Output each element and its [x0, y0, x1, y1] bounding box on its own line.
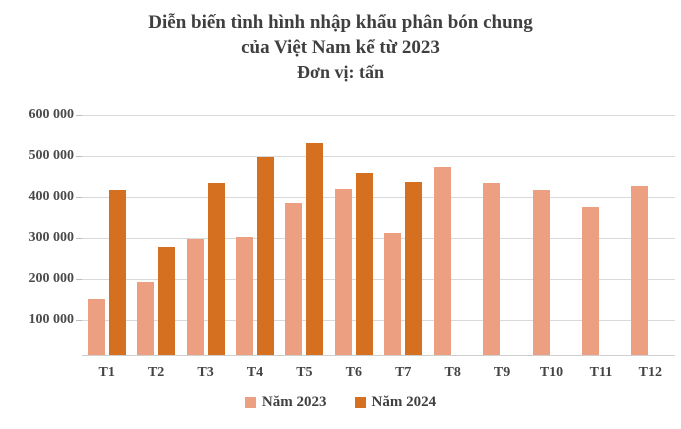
plot-area: 600 000 500 000 400 000 300 000 200 000 …: [0, 106, 681, 362]
bar-group-t3: [181, 106, 230, 355]
bar-group-t7: [379, 106, 428, 355]
bar-t2-2023[interactable]: [137, 282, 155, 355]
bar-group-t6: [329, 106, 378, 355]
bar-group-t1: [82, 106, 131, 355]
x-tick-label-t5: T5: [296, 365, 313, 380]
bar-t11-2023[interactable]: [581, 206, 599, 355]
bar-t1-2023[interactable]: [87, 299, 105, 355]
bar-t10-2023[interactable]: [532, 190, 550, 355]
x-tick-label-t8: T8: [444, 365, 461, 380]
x-tick-label-t6: T6: [345, 365, 362, 380]
chart-title-line-1: Diễn biến tình hình nhập khẩu phân bón c…: [148, 12, 533, 33]
x-tick-label-t11: T11: [589, 365, 613, 380]
x-tick-label-t12: T12: [638, 365, 663, 380]
legend-swatch-2023: [244, 397, 256, 408]
bar-group-t2: [131, 106, 180, 355]
bar-t6-2023[interactable]: [334, 189, 352, 355]
bar-t12-2023[interactable]: [631, 185, 649, 355]
bar-t7-2024[interactable]: [405, 181, 423, 355]
x-axis: T1 T2 T3 T4 T5 T6 T7 T8 T9 T10 T11 T12: [82, 362, 675, 388]
axis-baseline: [82, 355, 675, 356]
bar-t5-2023[interactable]: [285, 203, 303, 355]
x-tick-label-t7: T7: [395, 365, 412, 380]
chart-legend: Năm 2023 Năm 2024: [0, 394, 681, 411]
bar-group-t8: [428, 106, 477, 355]
tick-mark-400000: [76, 197, 82, 198]
x-tick-label-t3: T3: [197, 365, 214, 380]
bar-t2-2024[interactable]: [158, 247, 176, 355]
bar-t1-2024[interactable]: [108, 189, 126, 355]
legend-item-2023[interactable]: Năm 2023: [244, 394, 327, 411]
chart-subtitle: Đơn vị: tấn: [297, 62, 384, 82]
x-tick-label-t4: T4: [246, 365, 264, 380]
bar-t8-2023[interactable]: [433, 167, 451, 355]
y-axis: 600 000 500 000 400 000 300 000 200 000 …: [0, 106, 82, 362]
gridline-100000: [76, 320, 675, 321]
legend-label-2023: Năm 2023: [261, 394, 327, 410]
y-tick-label-300000: 300 000: [28, 230, 75, 245]
legend-item-2024[interactable]: Năm 2024: [354, 394, 437, 411]
bar-group-t4: [230, 106, 279, 355]
bar-group-t5: [280, 106, 329, 355]
tick-mark-300000: [76, 238, 82, 239]
gridline-600000: [76, 115, 675, 116]
y-tick-label-100000: 100 000: [28, 312, 75, 327]
bar-group-t9: [477, 106, 526, 355]
gridline-200000: [76, 279, 675, 280]
chart-title-block: Diễn biến tình hình nhập khẩu phân bón c…: [0, 10, 681, 85]
y-tick-label-200000: 200 000: [28, 271, 75, 286]
bar-t6-2024[interactable]: [355, 172, 373, 355]
x-tick-label-t10: T10: [539, 365, 564, 380]
bar-t3-2023[interactable]: [186, 238, 204, 355]
gridline-500000: [76, 156, 675, 157]
bar-t4-2023[interactable]: [235, 237, 253, 355]
bar-group-t11: [576, 106, 625, 355]
bar-t7-2023[interactable]: [384, 233, 402, 355]
tick-mark-600000: [76, 115, 82, 116]
bars-layer: [82, 106, 675, 355]
bar-t4-2024[interactable]: [256, 157, 274, 355]
legend-label-2024: Năm 2024: [371, 394, 437, 410]
chart-title-line-2: của Việt Nam kể từ 2023: [241, 37, 440, 58]
bar-t3-2024[interactable]: [207, 183, 225, 355]
y-tick-label-400000: 400 000: [28, 189, 75, 204]
bar-t9-2023[interactable]: [483, 183, 501, 355]
grid-area: [76, 106, 675, 362]
bar-group-t10: [527, 106, 576, 355]
bar-group-t12: [626, 106, 675, 355]
x-tick-label-t2: T2: [147, 365, 165, 380]
bar-t5-2024[interactable]: [306, 143, 324, 355]
tick-mark-200000: [76, 279, 82, 280]
y-tick-label-500000: 500 000: [28, 148, 75, 163]
tick-mark-100000: [76, 320, 82, 321]
y-tick-label-600000: 600 000: [28, 107, 75, 122]
gridline-400000: [76, 197, 675, 198]
gridline-300000: [76, 238, 675, 239]
x-tick-label-t1: T1: [98, 365, 115, 380]
tick-mark-500000: [76, 156, 82, 157]
legend-swatch-2024: [354, 397, 366, 408]
x-tick-label-t9: T9: [493, 365, 511, 380]
